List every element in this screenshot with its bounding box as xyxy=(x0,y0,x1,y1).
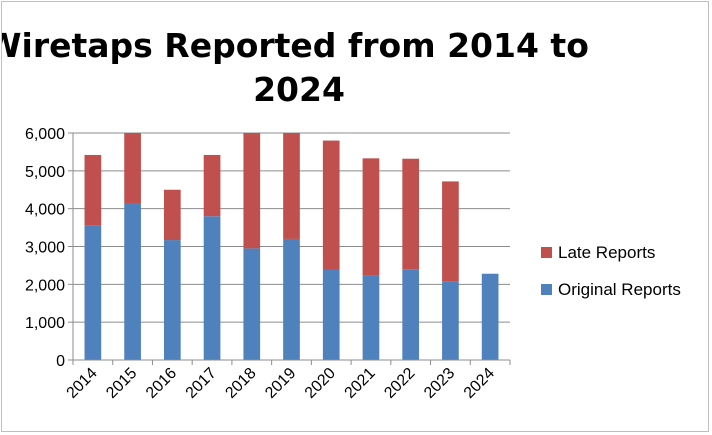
x-tick-label: 2024 xyxy=(461,365,498,402)
bar-original-reports-2016 xyxy=(163,240,181,360)
bar-late-reports-2020 xyxy=(322,140,340,270)
x-tick-label: 2018 xyxy=(222,365,259,402)
y-tick-label: 5,000 xyxy=(25,164,65,181)
bar-original-reports-2022 xyxy=(402,269,420,360)
legend-label-late-reports: Late Reports xyxy=(558,243,655,262)
x-tick-label: 2020 xyxy=(302,365,339,402)
x-tick-label: 2017 xyxy=(183,365,220,402)
legend-swatch-original-reports xyxy=(541,284,552,295)
bar-original-reports-2017 xyxy=(203,216,221,360)
y-tick-label: 1,000 xyxy=(25,315,65,332)
chart-title-line-1: Wiretaps Reported from 2014 to xyxy=(2,26,589,65)
bar-late-reports-2014 xyxy=(84,154,102,226)
x-tick-label: 2015 xyxy=(103,365,140,402)
y-tick-label: 4,000 xyxy=(25,202,65,219)
bar-late-reports-2019 xyxy=(283,133,300,239)
x-tick-label: 2022 xyxy=(381,365,418,402)
bars xyxy=(84,133,499,360)
bar-original-reports-2018 xyxy=(243,248,261,360)
y-tick-label: 3,000 xyxy=(25,240,65,257)
bar-original-reports-2024 xyxy=(481,273,499,360)
bar-late-reports-2016 xyxy=(163,189,181,241)
bar-original-reports-2014 xyxy=(84,225,102,360)
bar-original-reports-2023 xyxy=(442,281,459,360)
x-tick-label: 2014 xyxy=(64,365,101,402)
y-tick-label: 2,000 xyxy=(25,277,65,294)
x-tick-label: 2023 xyxy=(421,365,458,402)
bar-late-reports-2015 xyxy=(124,133,141,203)
bar-late-reports-2018 xyxy=(243,133,261,249)
chart-title: Wiretaps Reported from 2014 to 2024 xyxy=(2,26,589,109)
bar-original-reports-2015 xyxy=(124,202,141,360)
bar-late-reports-2021 xyxy=(362,158,380,276)
bar-late-reports-2022 xyxy=(402,158,420,270)
bar-original-reports-2020 xyxy=(322,269,340,360)
legend-label-original-reports: Original Reports xyxy=(558,280,681,299)
y-tick-label: 0 xyxy=(56,353,65,370)
bar-late-reports-2017 xyxy=(203,154,221,217)
chart-title-line-2: 2024 xyxy=(253,70,345,109)
bar-original-reports-2021 xyxy=(362,275,380,360)
bar-late-reports-2023 xyxy=(442,181,459,282)
bar-original-reports-2019 xyxy=(283,238,300,360)
x-tick-label: 2016 xyxy=(143,365,180,402)
x-tick-label: 2019 xyxy=(262,365,299,402)
x-tick-label: 2021 xyxy=(342,365,379,402)
legend: Late Reports Original Reports xyxy=(541,243,681,299)
legend-swatch-late-reports xyxy=(541,247,552,258)
y-tick-label: 6,000 xyxy=(25,126,65,143)
